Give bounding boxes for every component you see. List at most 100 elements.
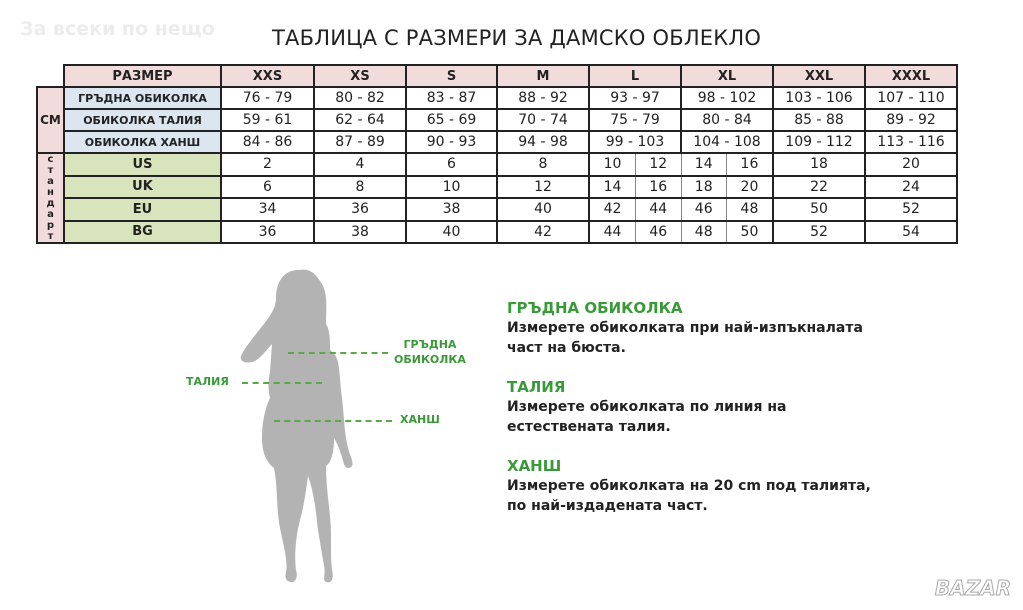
table-cell: 36 <box>313 197 407 222</box>
table-cell: 10 <box>405 174 498 199</box>
table-cell: 94 - 98 <box>496 130 590 154</box>
waist-line <box>242 382 322 384</box>
table-cell: 59 - 61 <box>220 108 315 132</box>
hip-line <box>274 420 392 422</box>
table-cell: 22 <box>772 174 866 199</box>
table-cell: 12 <box>635 152 682 177</box>
body-figure <box>180 268 380 592</box>
table-cell: 50 <box>725 219 774 244</box>
table-cell: 10 <box>588 152 637 177</box>
table-cell: 83 - 87 <box>405 86 498 110</box>
table-cell: 38 <box>313 219 407 244</box>
size-header: XS <box>313 64 407 88</box>
table-cell: 76 - 79 <box>220 86 315 110</box>
hip-label: ХАНШ <box>400 413 440 426</box>
row-label: BG <box>63 219 222 244</box>
row-label: ГРЪДНА ОБИКОЛКА <box>63 86 222 110</box>
table-cell: 38 <box>405 197 498 222</box>
table-row: UK 6 8 10 12 14 16 18 20 22 24 <box>37 174 958 199</box>
table-cell: 93 - 97 <box>588 86 682 110</box>
table-cell: 24 <box>864 174 958 199</box>
table-cell: 2 <box>220 152 315 177</box>
table-cell: 48 <box>680 219 727 244</box>
row-label: ОБИКОЛКА ХАНШ <box>63 130 222 154</box>
table-cell: 80 - 82 <box>313 86 407 110</box>
table-cell: 44 <box>588 219 637 244</box>
table-cell: 42 <box>496 219 590 244</box>
instruction-hip: ХАНШ Измерете обиколката на 20 cm под та… <box>507 457 871 514</box>
table-cell: 46 <box>680 197 727 222</box>
table-row: EU 34 36 38 40 42 44 46 48 50 52 <box>37 197 958 222</box>
table-cell: 42 <box>588 197 637 222</box>
waist-label: ТАЛИЯ <box>186 375 229 388</box>
row-label: ОБИКОЛКА ТАЛИЯ <box>63 108 222 132</box>
instruction-waist: ТАЛИЯ Измерете обиколката по линия на ес… <box>507 378 787 435</box>
table-cell: 20 <box>725 174 774 199</box>
table-cell: 14 <box>680 152 727 177</box>
size-header: XXL <box>772 64 866 88</box>
table-row: стандарт US 2 4 6 8 10 12 14 16 18 20 <box>36 152 958 244</box>
table-cell: 34 <box>220 197 315 222</box>
table-cell: 16 <box>725 152 774 177</box>
table-cell: 90 - 93 <box>405 130 498 154</box>
table-cell: 52 <box>772 219 866 244</box>
table-cell: 99 - 103 <box>588 130 682 154</box>
watermark: За всеки по нещо <box>20 18 215 40</box>
table-cell: 12 <box>496 174 590 199</box>
table-cell: 75 - 79 <box>588 108 682 132</box>
instruction-bust: ГРЪДНА ОБИКОЛКА Измерете обиколката при … <box>507 299 863 356</box>
table-row: СМ ГРЪДНА ОБИКОЛКА 76 - 79 80 - 82 83 - 87 88… <box>36 86 958 154</box>
table-cell: 44 <box>635 197 682 222</box>
table-cell: 70 - 74 <box>496 108 590 132</box>
table-cell: 98 - 102 <box>680 86 774 110</box>
table-cell: 16 <box>635 174 682 199</box>
table-cell: 4 <box>313 152 407 177</box>
standard-group-label: стандарт <box>36 152 65 244</box>
table-cell: 84 - 86 <box>220 130 315 154</box>
table-cell: 18 <box>772 152 866 177</box>
table-cell: 65 - 69 <box>405 108 498 132</box>
bust-line <box>288 352 388 354</box>
table-cell: 85 - 88 <box>772 108 866 132</box>
table-cell: 50 <box>772 197 866 222</box>
table-cell: 8 <box>313 174 407 199</box>
table-cell: 48 <box>725 197 774 222</box>
bazar-logo: BAZAR <box>934 576 1011 601</box>
table-cell: 14 <box>588 174 637 199</box>
bust-label: ГРЪДНА ОБИКОЛКА <box>394 338 466 366</box>
table-cell: 103 - 106 <box>772 86 866 110</box>
table-cell: 46 <box>635 219 682 244</box>
page-title: ТАБЛИЦА С РАЗМЕРИ ЗА ДАМСКО ОБЛЕКЛО <box>272 26 762 50</box>
table-cell: 87 - 89 <box>313 130 407 154</box>
table-row: ОБИКОЛКА ТАЛИЯ 59 - 61 62 - 64 65 - 69 70 - … <box>37 108 958 132</box>
table-cell: 54 <box>864 219 958 244</box>
table-cell: 88 - 92 <box>496 86 590 110</box>
size-header: XL <box>680 64 774 88</box>
table-cell: 52 <box>864 197 958 222</box>
size-header: M <box>496 64 590 88</box>
table-cell: 6 <box>220 174 315 199</box>
table-cell: 20 <box>864 152 958 177</box>
table-cell: 18 <box>680 174 727 199</box>
table-cell: 40 <box>496 197 590 222</box>
row-label: US <box>63 152 222 177</box>
table-cell: 8 <box>496 152 590 177</box>
table-cell: 40 <box>405 219 498 244</box>
table-header-row: РАЗМЕР XXS XS S M L XL XXL XXXL <box>37 64 958 88</box>
row-label: UK <box>63 174 222 199</box>
table-cell: 80 - 84 <box>680 108 774 132</box>
size-header: S <box>405 64 498 88</box>
table-row: BG 36 38 40 42 44 46 48 50 52 54 <box>37 219 958 244</box>
size-header: XXS <box>220 64 315 88</box>
table-cell: 107 - 110 <box>864 86 958 110</box>
table-cell: 36 <box>220 219 315 244</box>
size-header: L <box>588 64 682 88</box>
table-row: ОБИКОЛКА ХАНШ 84 - 86 87 - 89 90 - 93 94 - 9… <box>37 130 958 154</box>
table-cell: 89 - 92 <box>864 108 958 132</box>
size-table: РАЗМЕР XXS XS S M L XL XXL XXXL СМ ГРЪДНА… <box>36 64 958 244</box>
table-cell: 109 - 112 <box>772 130 866 154</box>
table-cell: 6 <box>405 152 498 177</box>
cm-group-label: СМ <box>36 86 65 154</box>
woman-silhouette-icon <box>240 269 353 583</box>
table-cell: 113 - 116 <box>864 130 958 154</box>
